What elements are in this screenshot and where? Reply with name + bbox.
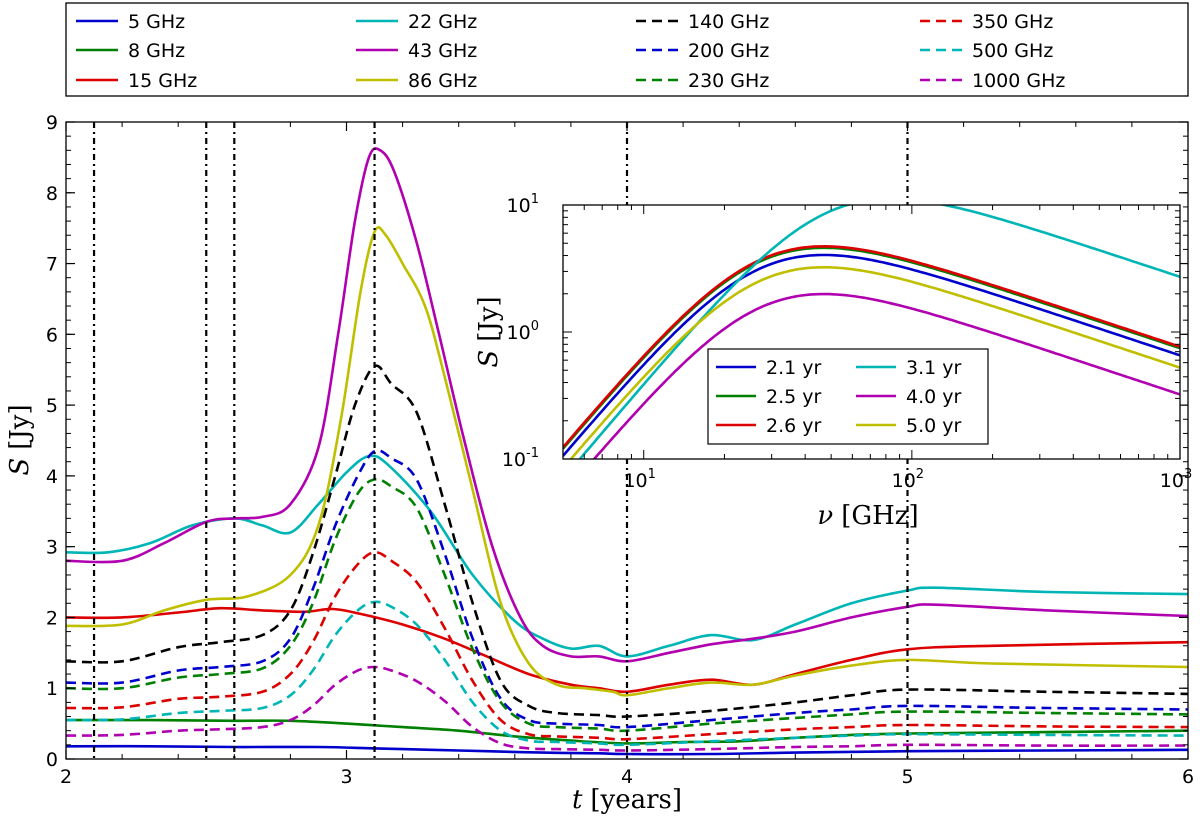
main-x-tick-label: 6 [1182,766,1194,788]
inset-y-tick-label: 100 [507,319,539,344]
inset-series-line-5-0-yr [569,266,1180,459]
inset-x-tick-label: 103 [1160,467,1192,492]
main-y-tick-label: 0 [46,749,58,771]
legend-item: 8 GHz [76,40,185,62]
legend-item: 350 GHz [920,11,1053,33]
inset-plot: 101 102 103 10-1 100 101 2.1 yr 2.5 yr 2.6 yr 3.… [474,192,1192,531]
inset-legend-item: 2.1 yr [716,357,822,379]
main-plot: 2 3 4 5 6 0 1 2 3 4 5 6 7 8 9 t [years] S[Jy] [5,112,1194,815]
inset-x-tick-label: 102 [892,467,924,492]
main-x-tick-label: 4 [621,766,633,788]
inset-legend-label: 2.1 yr [766,357,822,379]
main-y-tick-label: 2 [46,607,58,629]
legend-label: 230 GHz [688,70,769,92]
series-line-86-ghz [65,225,1189,697]
top-legend: 5 GHz 8 GHz 15 GHz 22 GHz 43 GHz 86 GHz 140 GH… [76,11,1065,92]
inset-xlabel: ν [GHz] [817,501,918,531]
main-ticks: 2 3 4 5 6 0 1 2 3 4 5 6 7 8 9 [46,112,1194,788]
legend-item: 22 GHz [356,11,477,33]
legend-label: 86 GHz [408,70,477,92]
inset-series-line-2-1-yr [563,253,1180,457]
legend-item: 43 GHz [356,40,477,62]
inset-legend-label: 5.0 yr [906,415,962,437]
legend-label: 43 GHz [408,40,477,62]
legend-item: 1000 GHz [920,70,1065,92]
main-x-tick-label: 2 [60,766,72,788]
inset-series-line-2-6-yr [563,244,1180,449]
legend-item: 500 GHz [920,40,1053,62]
legend-item: 200 GHz [636,40,769,62]
series-line-200-ghz [65,449,1189,729]
main-xlabel: t [years] [572,785,682,815]
legend-label: 1000 GHz [972,70,1065,92]
inset-legend-item: 4.0 yr [856,386,962,408]
legend-label: 5 GHz [128,11,185,33]
series-line-140-ghz [65,364,1189,718]
main-series-lines [65,147,1189,756]
legend-label: 350 GHz [972,11,1053,33]
legend-label: 500 GHz [972,40,1053,62]
inset-legend-label: 2.5 yr [766,386,822,408]
inset-legend-item: 2.5 yr [716,386,822,408]
top-legend-box [65,2,1189,97]
inset-series-line-4-0-yr [592,292,1180,459]
inset-legend-item: 2.6 yr [716,415,822,437]
main-ylabel: S[Jy] [5,404,35,475]
legend-label: 200 GHz [688,40,769,62]
main-y-tick-label: 3 [46,537,58,559]
series-line-230-ghz [65,477,1189,733]
main-x-tick-label: 5 [901,766,913,788]
inset-legend: 2.1 yr 2.5 yr 2.6 yr 3.1 yr 4.0 yr 5.0 yr [707,348,989,445]
main-y-tick-label: 1 [46,678,58,700]
main-y-tick-label: 4 [46,466,58,488]
legend-label: 15 GHz [128,70,197,92]
inset-frame [562,204,1181,460]
inset-ticks: 101 102 103 10-1 100 101 [502,192,1192,492]
series-line-1000-ghz [65,665,1189,752]
legend-label: 140 GHz [688,11,769,33]
legend-item: 140 GHz [636,11,769,33]
main-y-tick-label: 7 [46,254,58,276]
legend-item: 230 GHz [636,70,769,92]
inset-y-tick-label: 10-1 [502,446,539,471]
main-y-tick-label: 5 [46,395,58,417]
legend-label: 22 GHz [408,11,477,33]
legend-label: 8 GHz [128,40,185,62]
inset-y-tick-label: 101 [507,192,539,217]
main-frame [65,121,1189,760]
series-line-350-ghz [65,550,1189,741]
series-line-5-ghz [65,744,1189,756]
legend-item: 86 GHz [356,70,477,92]
series-line-43-ghz [65,147,1189,663]
inset-series-line-3-1-yr [578,205,1180,459]
inset-legend-label: 4.0 yr [906,386,962,408]
inset-series-lines [563,205,1180,459]
legend-item: 5 GHz [76,11,185,33]
inset-x-tick-label: 101 [623,467,655,492]
inset-legend-label: 3.1 yr [906,357,962,379]
main-y-tick-label: 6 [46,324,58,346]
main-y-tick-label: 9 [46,112,58,134]
series-line-500-ghz [65,600,1189,747]
main-x-tick-label: 3 [340,766,352,788]
legend-item: 15 GHz [76,70,197,92]
series-line-22-ghz [65,454,1189,658]
main-y-tick-label: 8 [46,183,58,205]
inset-legend-item: 5.0 yr [856,415,962,437]
inset-legend-label: 2.6 yr [766,415,822,437]
inset-legend-item: 3.1 yr [856,357,962,379]
inset-ylabel: S[Jy] [474,296,504,367]
